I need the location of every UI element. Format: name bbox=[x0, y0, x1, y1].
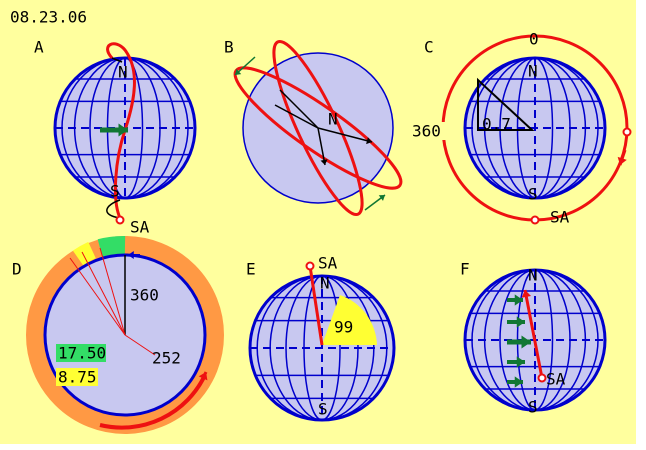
orbit bbox=[106, 42, 136, 219]
arrow bbox=[523, 289, 544, 379]
axis bbox=[279, 89, 319, 129]
marker bbox=[115, 215, 125, 225]
orbit-back bbox=[111, 57, 123, 63]
arrow-head bbox=[516, 356, 525, 368]
arrow-head bbox=[198, 372, 208, 381]
orbit-back bbox=[106, 199, 121, 219]
ray bbox=[124, 334, 156, 356]
panel-label: E bbox=[246, 260, 256, 279]
green-box bbox=[56, 344, 106, 362]
marker bbox=[537, 373, 547, 383]
sector bbox=[322, 295, 377, 345]
panel-label: F bbox=[460, 260, 470, 279]
arrow-head bbox=[514, 294, 523, 306]
panel-label: B bbox=[224, 38, 234, 57]
green-seg bbox=[97, 236, 126, 257]
marker bbox=[305, 261, 315, 271]
red-arc bbox=[99, 374, 207, 430]
yellow-seg bbox=[72, 241, 96, 266]
panel-label: A bbox=[34, 38, 44, 57]
angle: 252 bbox=[152, 349, 181, 368]
north: N bbox=[320, 274, 330, 293]
arrow-head bbox=[514, 376, 523, 388]
point: SA bbox=[130, 218, 150, 237]
total: 360 bbox=[130, 286, 159, 305]
label-bg bbox=[412, 122, 450, 140]
north: N bbox=[528, 266, 538, 285]
arrow-head bbox=[521, 335, 531, 349]
panel-label: D bbox=[12, 260, 22, 279]
axis bbox=[274, 104, 319, 129]
north: N bbox=[118, 63, 128, 82]
ray bbox=[99, 247, 126, 336]
arrow-head bbox=[235, 68, 242, 75]
point: SA bbox=[546, 370, 566, 389]
left-value: 360 bbox=[412, 122, 441, 141]
arrow-head bbox=[521, 290, 532, 298]
south: S bbox=[318, 400, 328, 419]
arrow-head bbox=[378, 195, 385, 201]
date: 08.23.06 bbox=[10, 8, 87, 27]
ray bbox=[69, 257, 126, 336]
arrow-head bbox=[320, 159, 328, 165]
arrow-head bbox=[366, 137, 372, 145]
green-value: 17.50 bbox=[58, 344, 106, 363]
top-value: 0 bbox=[529, 30, 539, 49]
yellow-box bbox=[56, 368, 98, 386]
value: 99 bbox=[334, 318, 353, 337]
point: SA bbox=[318, 254, 338, 273]
marker bbox=[622, 127, 632, 137]
panel-label: C bbox=[424, 38, 434, 57]
orbit bbox=[272, 39, 364, 217]
north: N bbox=[328, 110, 338, 129]
south: S bbox=[528, 185, 538, 204]
arrow-head bbox=[128, 251, 134, 259]
arrow-head bbox=[516, 316, 525, 328]
arrow bbox=[317, 127, 373, 143]
marker bbox=[530, 215, 540, 225]
triangle bbox=[477, 77, 535, 131]
ray bbox=[81, 251, 126, 336]
point: SA bbox=[550, 208, 570, 227]
north: N bbox=[528, 62, 538, 81]
arrow-head bbox=[617, 156, 627, 165]
yellow-value: 8.75 bbox=[58, 368, 97, 387]
arrow-head bbox=[118, 123, 128, 137]
pointer bbox=[308, 265, 324, 346]
south: S bbox=[528, 398, 538, 417]
south: S bbox=[110, 182, 120, 201]
ratio: 0.7 bbox=[482, 115, 511, 134]
arrow bbox=[317, 127, 326, 166]
